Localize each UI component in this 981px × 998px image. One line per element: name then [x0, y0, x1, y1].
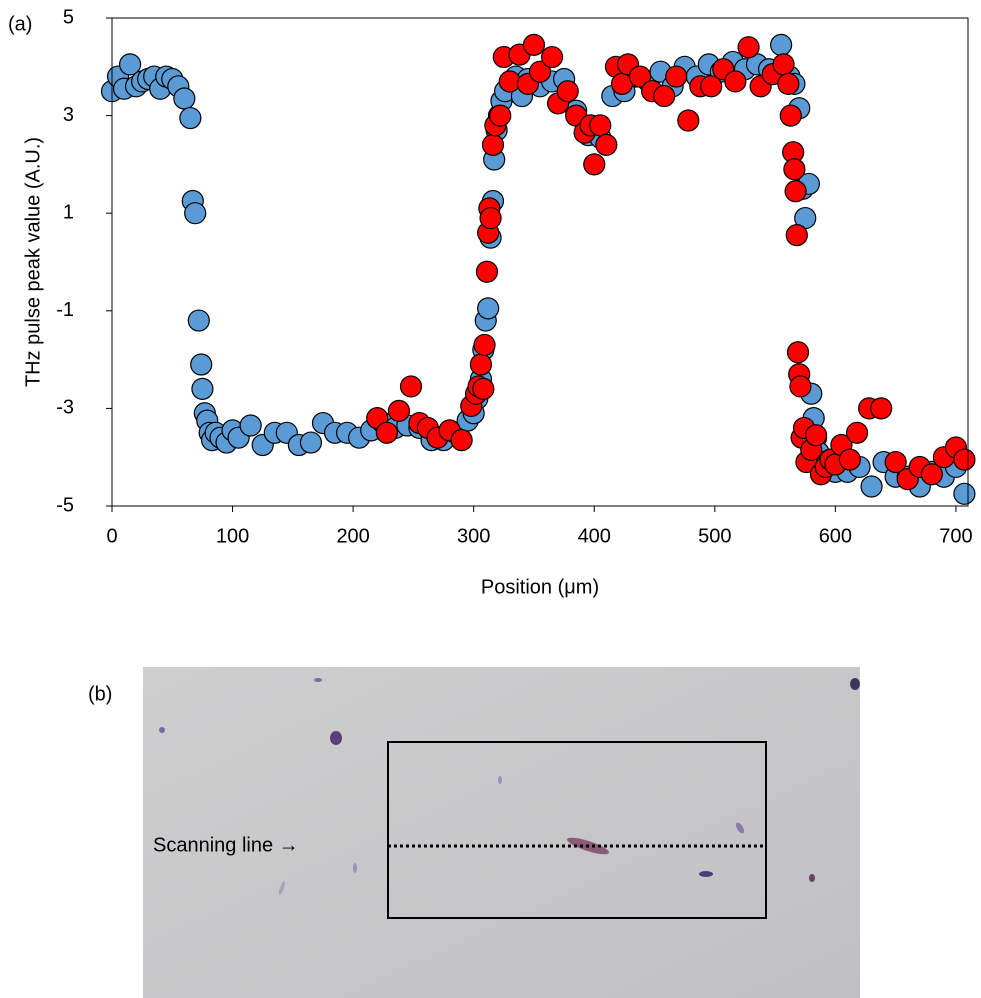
x-tick-label: 600	[819, 525, 852, 547]
plot-area	[100, 33, 976, 505]
speck	[278, 881, 286, 895]
x-tick-label: 100	[216, 525, 249, 547]
micrograph: Scanning line →	[143, 667, 860, 998]
x-tick-label: 0	[106, 525, 117, 547]
point	[953, 448, 976, 471]
point	[118, 53, 142, 76]
point	[522, 33, 546, 56]
x-tick-label: 500	[698, 525, 731, 547]
point	[700, 75, 723, 98]
point	[556, 80, 579, 103]
point	[475, 260, 499, 283]
point	[785, 224, 808, 247]
point	[299, 431, 323, 454]
point	[953, 482, 976, 505]
point	[399, 375, 423, 398]
y-tick-label: 1	[63, 201, 74, 223]
point	[190, 353, 213, 376]
point	[845, 421, 869, 444]
panel-label: (a)	[8, 13, 32, 35]
y-tick-label: -5	[56, 494, 74, 516]
point	[783, 158, 806, 181]
y-tick-label: 3	[63, 104, 74, 126]
point	[770, 33, 793, 56]
point	[789, 375, 812, 398]
point	[184, 202, 207, 225]
speck	[353, 863, 357, 873]
point	[653, 84, 676, 108]
speck	[850, 678, 860, 690]
speck	[330, 731, 342, 745]
point	[870, 397, 893, 420]
point	[473, 333, 496, 357]
speck	[699, 871, 713, 877]
point	[724, 70, 747, 93]
point	[173, 87, 196, 110]
point	[387, 399, 411, 422]
point	[777, 72, 800, 95]
y-tick-label: -3	[56, 397, 74, 419]
point	[479, 206, 502, 230]
scanning-line-label: Scanning line →	[153, 834, 299, 856]
point	[786, 341, 810, 364]
point	[860, 475, 883, 498]
speck	[809, 874, 815, 882]
x-tick-label: 700	[939, 525, 972, 547]
point	[665, 65, 688, 88]
point	[179, 106, 202, 130]
point	[489, 104, 512, 127]
x-axis-title: Position (μm)	[481, 576, 599, 598]
speck	[314, 678, 322, 682]
point	[481, 133, 505, 156]
point	[884, 450, 907, 474]
point	[472, 377, 495, 400]
point	[772, 53, 795, 76]
panel-label: (b)	[88, 683, 112, 705]
y-tick-label: -1	[56, 299, 74, 321]
point	[187, 309, 210, 332]
point	[595, 133, 618, 156]
point	[628, 65, 652, 88]
point	[375, 421, 398, 444]
x-tick-label: 400	[578, 525, 611, 547]
speck	[159, 727, 165, 733]
point	[838, 448, 861, 471]
point	[677, 109, 700, 132]
point	[469, 353, 493, 376]
image-background	[143, 667, 860, 998]
point	[779, 104, 802, 127]
point	[583, 153, 606, 176]
y-tick-label: 5	[63, 6, 74, 28]
speck	[498, 776, 502, 784]
y-axis-title: THz pulse peak value (A.U.)	[22, 137, 44, 387]
point	[191, 377, 214, 400]
point	[589, 114, 612, 137]
x-tick-label: 300	[457, 525, 490, 547]
point	[920, 463, 943, 486]
scan-box	[387, 741, 767, 919]
point	[477, 297, 500, 320]
point	[737, 36, 760, 59]
point	[540, 45, 564, 69]
point	[239, 414, 262, 437]
point	[528, 60, 552, 83]
point	[784, 180, 807, 203]
point	[804, 424, 828, 447]
speck	[736, 822, 744, 834]
plot-frame	[111, 17, 969, 507]
x-tick-label: 200	[336, 525, 369, 547]
point	[450, 429, 473, 452]
